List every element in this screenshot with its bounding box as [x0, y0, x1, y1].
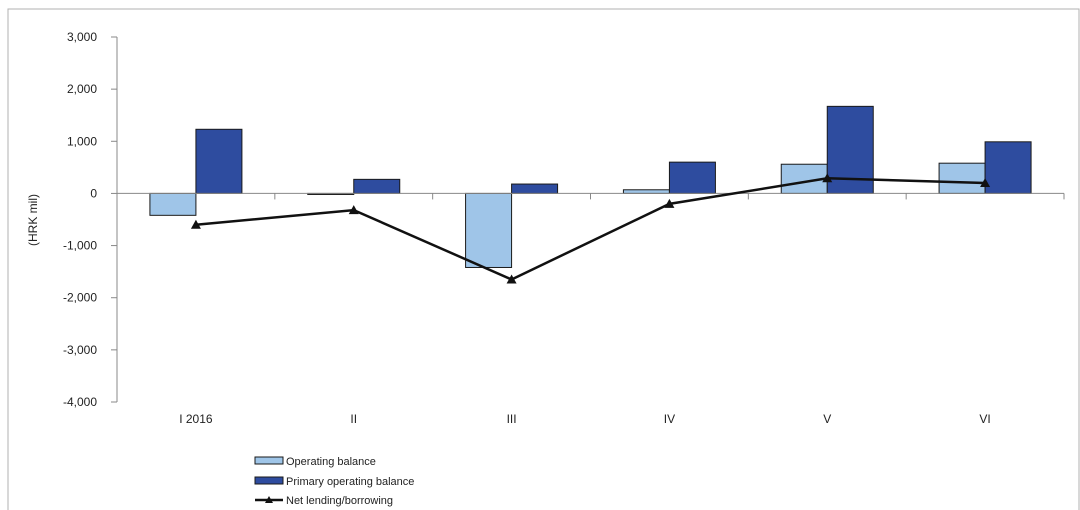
legend-marker: [265, 496, 273, 503]
bar-operating-balance: [622, 189, 670, 194]
legend-label: Net lending/borrowing: [286, 495, 393, 507]
bar-operating-balance: [465, 192, 513, 268]
y-tick-label: -4,000: [63, 395, 97, 409]
y-tick-label: 1,000: [67, 134, 97, 148]
line-point-marker: [190, 219, 201, 229]
x-tick-label: III: [507, 412, 517, 426]
plot-area: -4,000 -3,000 -2,000 -1,000 0 1,000 2,000 3,000…: [63, 30, 1065, 426]
x-tick-label: IV: [664, 412, 675, 426]
y-tick-label: 0: [90, 186, 97, 200]
line-point-marker: [348, 205, 359, 215]
legend-label: Primary operating balance: [286, 476, 414, 488]
line-point-marker: [980, 178, 991, 187]
line-point-marker: [506, 274, 517, 284]
bar-operating-balance: [780, 163, 828, 194]
line-point-marker: [664, 198, 675, 208]
legend: Operating balance Primary operating balan…: [254, 456, 414, 507]
chart-border: [7, 8, 1080, 510]
y-tick-label: 2,000: [67, 82, 97, 96]
bar-operating-balance: [149, 192, 197, 216]
y-tick-label: 3,000: [67, 30, 97, 44]
y-axis-label: (HRK mil): [26, 194, 40, 246]
legend-swatch: [254, 456, 284, 465]
line-point-marker: [822, 173, 833, 183]
x-tick-label: V: [823, 412, 831, 426]
bar-operating-balance: [938, 162, 986, 194]
legend-label: Operating balance: [286, 456, 376, 468]
legend-swatch: [254, 476, 284, 485]
line-net-lending-borrowing: [195, 177, 986, 281]
bar-primary-operating-balance: [511, 183, 559, 194]
y-tick-label: -3,000: [63, 343, 97, 357]
bar-primary-operating-balance: [668, 161, 716, 194]
y-tick-label: -1,000: [63, 239, 97, 253]
x-tick-label: II: [350, 412, 357, 426]
bar-primary-operating-balance: [984, 141, 1032, 194]
bar-primary-operating-balance: [195, 128, 243, 194]
bar-primary-operating-balance: [353, 178, 401, 194]
x-tick-label: I 2016: [179, 412, 213, 426]
y-tick-label: -2,000: [63, 291, 97, 305]
x-tick-label: VI: [979, 412, 990, 426]
